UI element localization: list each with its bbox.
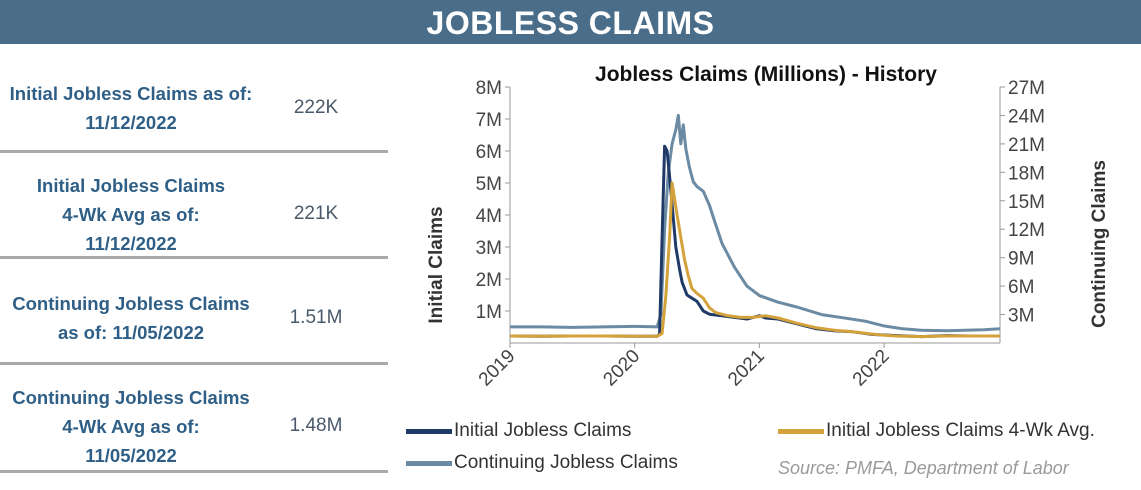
y-axis-label: Initial Claims	[426, 206, 447, 323]
legend-item-continuing: Continuing Jobless Claims	[406, 452, 678, 474]
stat-value: 1.48M	[289, 415, 343, 436]
x-tick-label: 2022	[849, 346, 894, 391]
line-initial-claims	[509, 144, 1000, 339]
stat-continuing-claims: Continuing Jobless Claims as of: 11/05/2…	[0, 288, 388, 348]
stat-value: 221K	[293, 203, 339, 224]
x-tick-label: 2021	[724, 346, 769, 391]
legend-swatch	[778, 428, 824, 434]
stat-label: Continuing Jobless Claims as of: 11/05/2…	[12, 293, 250, 343]
y2-tick-label: 24M	[1008, 106, 1045, 127]
divider	[0, 150, 388, 153]
y2-tick-label: 18M	[1008, 163, 1045, 184]
stat-label: Initial Jobless Claims 4-Wk Avg as of: 1…	[36, 174, 226, 254]
legend-item-initial-avg: Initial Jobless Claims 4-Wk Avg.	[778, 420, 1095, 442]
legend-swatch	[406, 460, 452, 466]
y-tick-label: 1M	[476, 302, 502, 323]
y2-axis-label: Continuing Claims	[1089, 160, 1110, 328]
chart-title: Jobless Claims (Millions) - History	[595, 63, 937, 86]
y-tick-label: 7M	[476, 110, 502, 131]
line-continuing-claims	[510, 113, 1001, 333]
stat-initial-claims: Initial Jobless Claims as of: 11/12/2022…	[0, 78, 388, 138]
y-tick-label: 8M	[476, 78, 502, 99]
jobless-claims-chart: Jobless Claims (Millions) - History Init…	[400, 56, 1141, 490]
source-note: Source: PMFA, Department of Labor	[778, 458, 1069, 478]
line-initial-claims-avg	[509, 181, 1000, 339]
y-tick-label: 4M	[476, 206, 502, 227]
y-tick-label: 5M	[476, 174, 502, 195]
chart-svg: Jobless Claims (Millions) - History Init…	[426, 63, 1110, 390]
divider	[0, 256, 388, 259]
banner-title: JOBLESS CLAIMS	[426, 5, 715, 41]
y2-tick-label: 12M	[1008, 220, 1045, 241]
page-banner: JOBLESS CLAIMS	[0, 0, 1141, 44]
stat-label: Continuing Jobless Claims 4-Wk Avg as of…	[12, 386, 250, 466]
divider	[0, 470, 388, 473]
y2-tick-label: 27M	[1008, 78, 1045, 99]
y2-tick-label: 3M	[1008, 306, 1034, 327]
chart-axes: 1M 2M 3M 4M 5M 6M 7M 8M 3M 6M 9M 12M 15M 18M 21M 24M 27M…	[475, 78, 1045, 390]
stat-initial-claims-avg: Initial Jobless Claims 4-Wk Avg as of: 1…	[0, 170, 388, 258]
x-tick-label: 2020	[599, 346, 644, 391]
y2-tick-label: 21M	[1008, 135, 1045, 156]
divider	[0, 362, 388, 365]
stat-continuing-claims-avg: Continuing Jobless Claims 4-Wk Avg as of…	[0, 382, 388, 470]
y2-tick-label: 15M	[1008, 192, 1045, 213]
legend-item-initial: Initial Jobless Claims	[406, 420, 631, 442]
stat-value: 222K	[293, 97, 339, 118]
y-tick-label: 2M	[476, 270, 502, 291]
stat-value: 1.51M	[289, 307, 343, 328]
y2-tick-label: 9M	[1008, 249, 1034, 270]
x-tick-label: 2019	[475, 346, 520, 391]
chart-lines	[509, 113, 1001, 339]
y-tick-label: 3M	[476, 238, 502, 259]
stat-label: Initial Jobless Claims as of: 11/12/2022	[9, 83, 253, 133]
y2-tick-label: 6M	[1008, 277, 1034, 298]
legend-swatch	[406, 428, 452, 434]
y-tick-label: 6M	[476, 142, 502, 163]
